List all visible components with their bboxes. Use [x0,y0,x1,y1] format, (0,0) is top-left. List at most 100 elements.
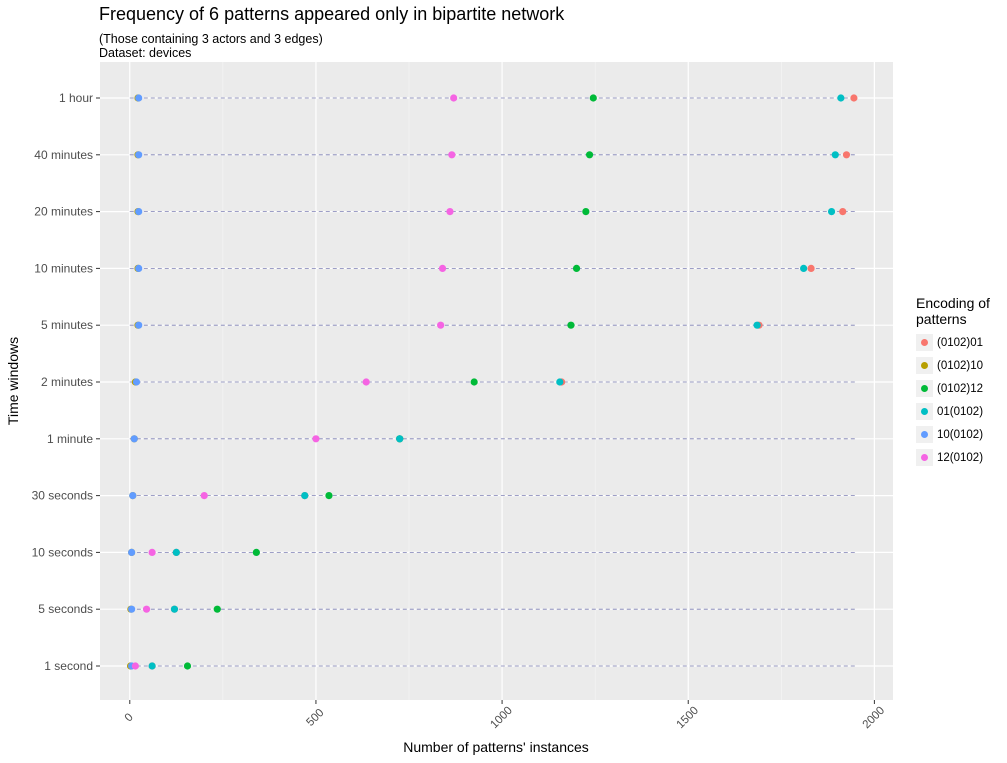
data-point [827,208,836,216]
data-point [172,548,180,557]
data-point [839,208,847,216]
data-point [325,492,333,500]
data-point [135,264,143,272]
y-tick-label: 40 minutes [34,148,93,162]
chart-subtitle: (Those containing 3 actors and 3 edges) … [99,32,323,60]
data-point [130,435,138,443]
legend-key [916,426,933,443]
plot-panel [100,62,893,700]
data-point [213,605,221,613]
data-point [170,605,179,613]
legend-key [916,357,933,374]
data-point [148,662,156,670]
category-dashed-lines [129,97,858,667]
subtitle-line-2: Dataset: devices [99,46,192,60]
minor-gridlines [222,62,782,700]
y-tick-label: 1 hour [59,91,93,105]
legend-label: 10(0102) [937,428,984,441]
legend-item: (0102)01 [916,331,1006,354]
data-point [800,264,808,272]
y-tick-label: 30 seconds [32,489,93,503]
data-point [301,492,309,500]
data-point [446,208,454,216]
x-tick-label: 1000 [488,705,515,732]
x-axis-title: Number of patterns' instances [403,739,589,755]
x-tick-label: 500 [304,707,326,729]
y-tick-label: 5 seconds [38,602,93,616]
data-point [582,208,590,216]
y-axis-title: Time windows [5,337,21,425]
data-point [131,662,139,670]
data-point [572,264,581,272]
legend-item: (0102)10 [916,354,1006,377]
data-points [126,94,858,670]
data-point [129,492,137,500]
data-point [850,94,858,102]
data-point [396,435,404,443]
legend-label: 01(0102) [937,405,984,418]
data-point [135,94,143,102]
legend: Encoding of patterns (0102)01 (0102)10 (01… [916,295,1006,469]
data-point [252,548,260,557]
x-tick-label: 2000 [861,705,888,732]
data-point [183,662,192,670]
subtitle-line-1: (Those containing 3 actors and 3 edges) [99,32,323,46]
y-axis: 1 hour 40 minutes 20 minutes 10 minutes 5 mi… [32,91,100,673]
legend-dot-icon [921,431,928,438]
data-point [135,208,143,216]
data-point [807,264,815,272]
data-point [148,548,156,557]
legend-key [916,334,933,351]
data-point [450,94,458,102]
legend-label: (0102)01 [937,336,984,349]
data-point [362,378,370,386]
data-point [135,151,143,159]
data-point [585,151,594,159]
legend-key [916,380,933,397]
legend-label: (0102)10 [937,359,984,372]
legend-dot-icon [921,339,928,346]
legend-item: 12(0102) [916,446,1006,469]
data-point [589,94,597,102]
legend-dot-icon [921,362,928,369]
data-point [448,151,456,159]
legend-title: Encoding of patterns [916,295,1006,327]
data-point [567,321,575,329]
data-point [132,378,141,386]
legend-title-line-1: Encoding of [916,295,990,311]
data-point [842,151,851,159]
legend-label: 12(0102) [937,451,984,464]
y-tick-label: 20 minutes [34,205,93,219]
legend-key [916,403,933,420]
legend-title-line-2: patterns [916,311,967,327]
y-tick-label: 1 minute [47,432,93,446]
legend-dot-icon [921,385,928,392]
y-tick-label: 2 minutes [41,375,93,389]
legend-dot-icon [921,408,928,415]
data-point [142,605,151,613]
legend-dot-icon [921,454,928,461]
legend-item: 10(0102) [916,423,1006,446]
data-point [556,378,564,386]
y-tick-label: 10 minutes [34,261,93,275]
data-point [831,151,839,159]
data-point [437,321,445,329]
data-point [753,321,761,329]
x-axis: 0 500 1000 1500 2000 [123,700,887,731]
legend-key [916,449,933,466]
data-point [128,548,136,557]
y-tick-label: 10 seconds [32,545,93,559]
y-tick-label: 5 minutes [41,318,93,332]
data-point [128,605,136,613]
legend-item: (0102)12 [916,377,1006,400]
x-tick-label: 1500 [674,705,701,732]
legend-label: (0102)12 [937,382,984,395]
data-point [438,264,447,272]
x-tick-label: 0 [123,711,136,724]
data-point [470,378,478,386]
data-point [200,492,208,500]
data-point [837,94,845,102]
data-point [312,435,320,443]
y-tick-label: 1 second [44,659,93,673]
